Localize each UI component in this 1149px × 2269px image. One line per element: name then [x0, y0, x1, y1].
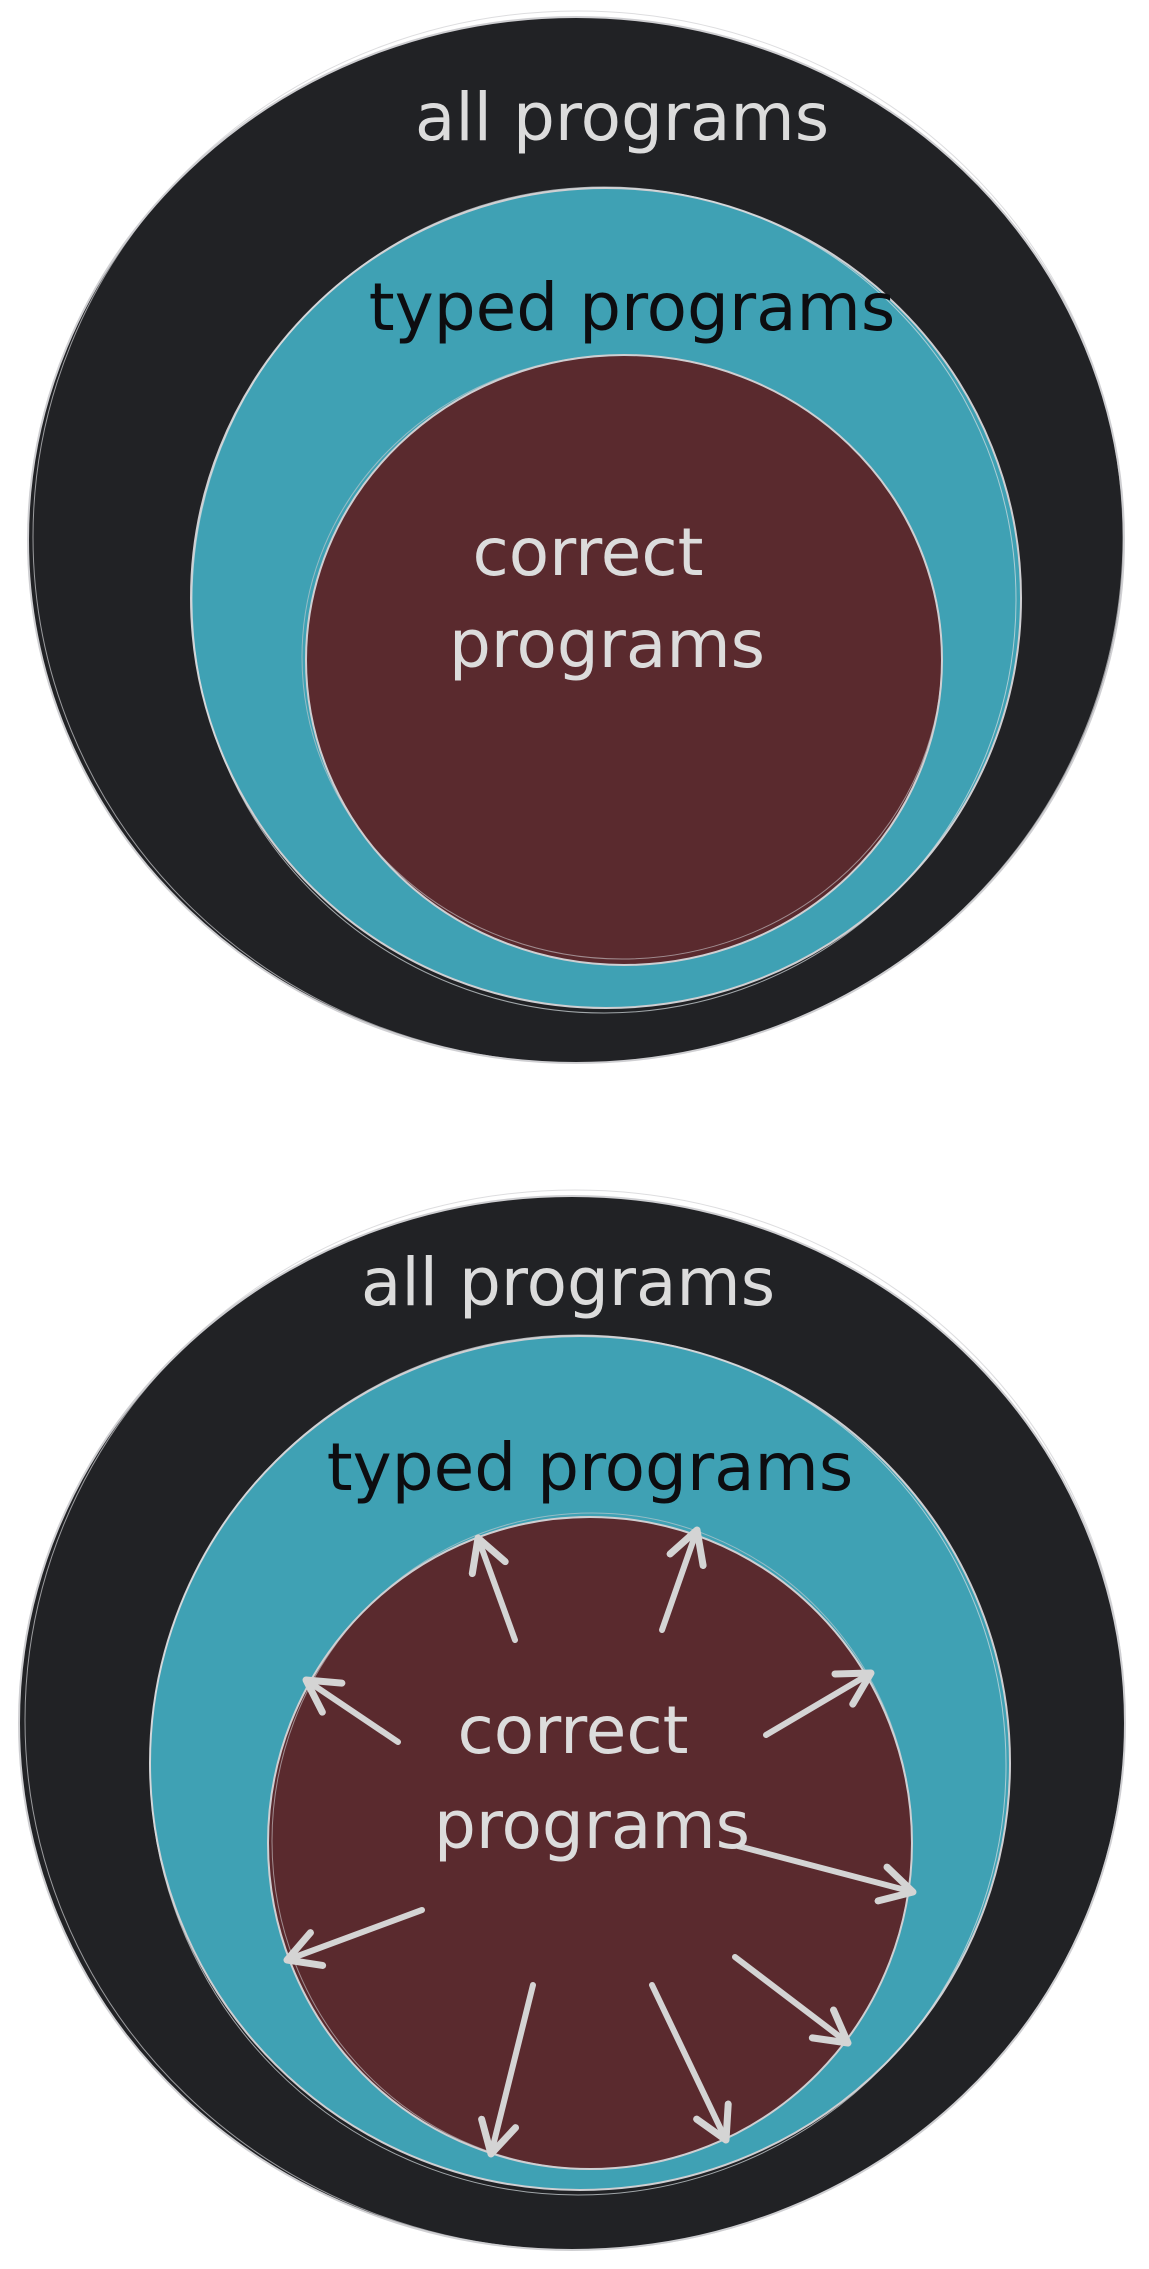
programs-label: programs: [434, 1787, 750, 1864]
correct-label: correct: [472, 514, 703, 591]
arrow-up-right: [659, 1526, 707, 1633]
arrow-right-middle: [735, 1843, 917, 1905]
all-programs-label: all programs: [415, 79, 829, 156]
arrow-down-left: [478, 1982, 536, 2158]
correct-label: correct: [457, 1692, 688, 1769]
arrow-left-upper: [302, 1676, 401, 1745]
typed-programs-circle-sketch: [191, 186, 1017, 1014]
arrow-up-left: [468, 1534, 518, 1643]
arrow-down-right: [649, 1982, 732, 2144]
typed-programs-label: typed programs: [369, 269, 895, 346]
diagram-after: all programs typed programs correct prog…: [18, 1189, 1126, 2251]
correct-programs-circle-sketch: [271, 1512, 913, 2170]
all-programs-circle-sketch: [32, 10, 1124, 1064]
typed-programs-circle-sketch: [149, 1334, 1007, 2196]
arrow-right-lower: [732, 1954, 852, 2047]
arrow-left-lower: [283, 1907, 425, 1969]
correct-programs-circle-sketch: [301, 354, 943, 960]
arrow-right-upper: [763, 1669, 875, 1738]
typed-programs-label: typed programs: [327, 1429, 853, 1506]
programs-label: programs: [449, 606, 765, 683]
expansion-arrows: [283, 1526, 917, 2158]
all-programs-circle-sketch: [24, 1189, 1126, 2251]
diagram-before: all programs typed programs correct prog…: [27, 10, 1125, 1064]
all-programs-label: all programs: [361, 1244, 775, 1321]
